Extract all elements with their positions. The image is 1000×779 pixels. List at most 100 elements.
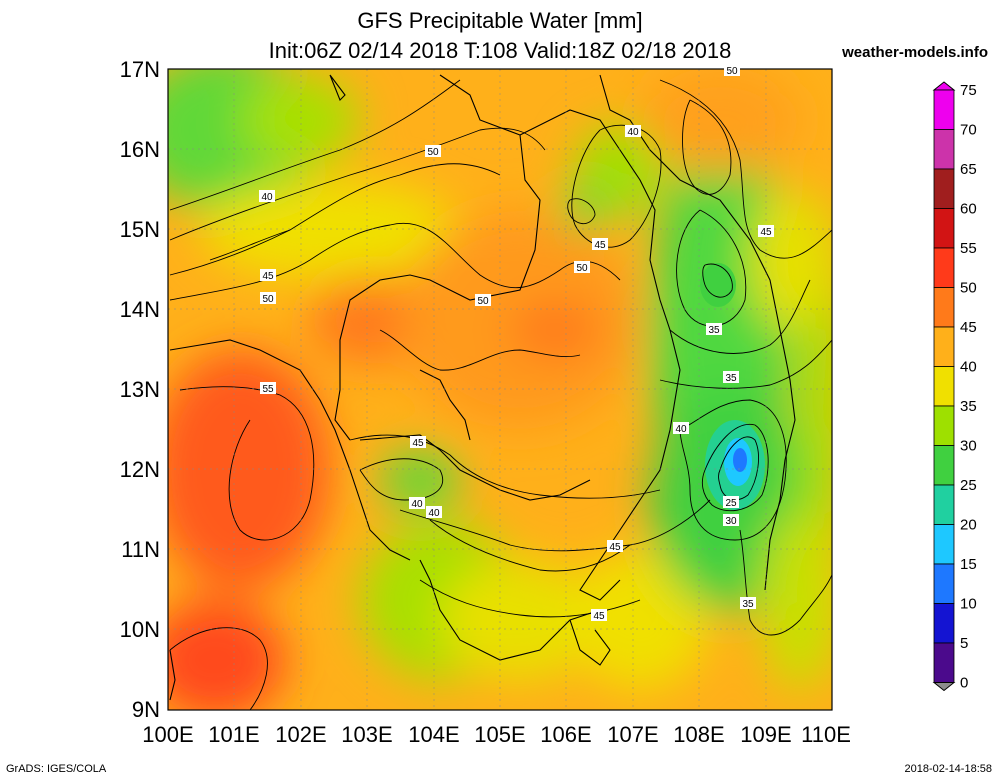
colorbar-tick-label: 70 bbox=[960, 122, 977, 139]
colorbar-tick-label: 40 bbox=[960, 359, 977, 376]
contour-label-bg bbox=[260, 269, 276, 281]
lon-label: 109E bbox=[740, 722, 791, 747]
contour-label-bg bbox=[607, 540, 623, 552]
contour-label: 40 bbox=[261, 192, 273, 203]
lon-label: 101E bbox=[208, 722, 259, 747]
colorbar-tick-label: 65 bbox=[960, 161, 977, 178]
colorbar-swatch bbox=[933, 129, 955, 170]
colorbar-bottom-arrow bbox=[932, 682, 956, 692]
colorbar-swatch bbox=[933, 642, 955, 683]
colorbar-swatch bbox=[933, 603, 955, 644]
contour-label-bg bbox=[706, 323, 722, 335]
contour-labels: 50 40 40 50 45 45 50 50 50 35 35 45 40 45 40 40 45 45 35 55… bbox=[259, 64, 774, 622]
footer-software: GrADS: IGES/COLA bbox=[6, 763, 107, 775]
colorbar-tick-label: 0 bbox=[960, 675, 968, 692]
contour-label-bg bbox=[425, 145, 441, 157]
colorbar-swatch bbox=[933, 208, 955, 249]
colorbar-swatch bbox=[933, 563, 955, 604]
contour-label: 45 bbox=[262, 271, 274, 282]
contour-label-bg bbox=[592, 238, 608, 250]
colorbar-tick-label: 30 bbox=[960, 438, 977, 455]
site-credit: weather-models.info bbox=[842, 44, 988, 61]
contour-label-bg bbox=[723, 514, 739, 526]
contour-label-bg bbox=[625, 125, 641, 137]
colorbar-swatch bbox=[933, 247, 955, 288]
colorbar-swatch bbox=[933, 405, 955, 446]
colorbar-tick-label: 55 bbox=[960, 240, 977, 257]
contour-label-bg bbox=[574, 261, 590, 273]
footer-timestamp: 2018-02-14-18:58 bbox=[904, 763, 992, 775]
colorbar-swatch bbox=[933, 168, 955, 209]
colorbar-tick-label: 25 bbox=[960, 477, 977, 494]
lat-label: 14N bbox=[120, 297, 160, 322]
lat-label: 17N bbox=[120, 57, 160, 82]
lon-label: 106E bbox=[540, 722, 591, 747]
contour-label: 45 bbox=[412, 438, 424, 449]
colorbar-tick-label: 35 bbox=[960, 398, 977, 415]
colorbar-top-arrow bbox=[932, 81, 956, 91]
contour-label: 50 bbox=[262, 294, 274, 305]
lon-label: 107E bbox=[607, 722, 658, 747]
map-subtitle: Init:06Z 02/14 2018 T:108 Valid:18Z 02/1… bbox=[268, 38, 732, 63]
colorbar-tick-label: 45 bbox=[960, 319, 977, 336]
contour-label: 45 bbox=[609, 542, 621, 553]
lon-label: 108E bbox=[673, 722, 724, 747]
lat-label: 10N bbox=[120, 617, 160, 642]
contour-label-bg bbox=[260, 292, 276, 304]
lon-label: 110E bbox=[801, 722, 851, 747]
contour-label: 35 bbox=[725, 373, 737, 384]
longitude-labels: 100E 101E 102E 103E 104E 105E 106E 107E … bbox=[142, 722, 851, 747]
lat-label: 16N bbox=[120, 137, 160, 162]
contour-label-bg bbox=[723, 371, 739, 383]
contour-label: 30 bbox=[725, 516, 737, 527]
colorbar-swatch bbox=[933, 445, 955, 486]
colorbar-swatch bbox=[933, 484, 955, 525]
contour-label: 50 bbox=[576, 263, 588, 274]
contour-label-bg bbox=[591, 609, 607, 621]
contour-label-bg bbox=[260, 382, 276, 394]
colorbar-tick-label: 10 bbox=[960, 596, 977, 613]
map-title: GFS Precipitable Water [mm] bbox=[357, 8, 643, 33]
contour-label: 50 bbox=[726, 66, 738, 77]
contour-label-bg bbox=[426, 506, 442, 518]
contour-label-bg bbox=[740, 597, 756, 609]
colorbar-swatch bbox=[933, 524, 955, 565]
lat-label: 15N bbox=[120, 217, 160, 242]
lat-label: 9N bbox=[132, 697, 160, 722]
contour-label: 50 bbox=[477, 296, 489, 307]
contour-label: 50 bbox=[427, 147, 439, 158]
lat-label: 11N bbox=[121, 537, 160, 562]
lat-label: 13N bbox=[120, 377, 160, 402]
contour-label: 35 bbox=[742, 599, 754, 610]
colorbar-tick-label: 60 bbox=[960, 201, 977, 218]
contour-label: 40 bbox=[627, 127, 639, 138]
colorbar-swatch bbox=[933, 287, 955, 328]
lon-label: 105E bbox=[474, 722, 525, 747]
contour-label: 40 bbox=[411, 499, 423, 510]
colorbar-swatch bbox=[933, 326, 955, 367]
contour-label: 55 bbox=[262, 384, 274, 395]
contour-label-bg bbox=[723, 496, 739, 508]
contour-label-bg bbox=[758, 225, 774, 237]
colorbar-tick-label: 5 bbox=[960, 635, 968, 652]
contour-label: 45 bbox=[594, 240, 606, 251]
contour-label-bg bbox=[410, 436, 426, 448]
lon-label: 102E bbox=[275, 722, 326, 747]
contour-label-bg bbox=[724, 64, 740, 76]
contour-label: 45 bbox=[760, 227, 772, 238]
colorbar-tick-label: 75 bbox=[960, 82, 977, 99]
contour-label-bg bbox=[409, 497, 425, 509]
colorbar-tick-label: 50 bbox=[960, 280, 977, 297]
contour-label: 25 bbox=[725, 498, 737, 509]
latitude-labels: 17N 16N 15N 14N 13N 12N 11N 10N 9N bbox=[120, 57, 160, 722]
lat-label: 12N bbox=[120, 457, 160, 482]
precipitable-water-field bbox=[168, 69, 832, 710]
colorbar-tick-label: 15 bbox=[960, 556, 977, 573]
colorbar-swatch bbox=[933, 366, 955, 407]
lon-label: 104E bbox=[408, 722, 459, 747]
contour-label: 40 bbox=[428, 508, 440, 519]
contour-label: 40 bbox=[675, 424, 687, 435]
contour-label-bg bbox=[673, 422, 689, 434]
